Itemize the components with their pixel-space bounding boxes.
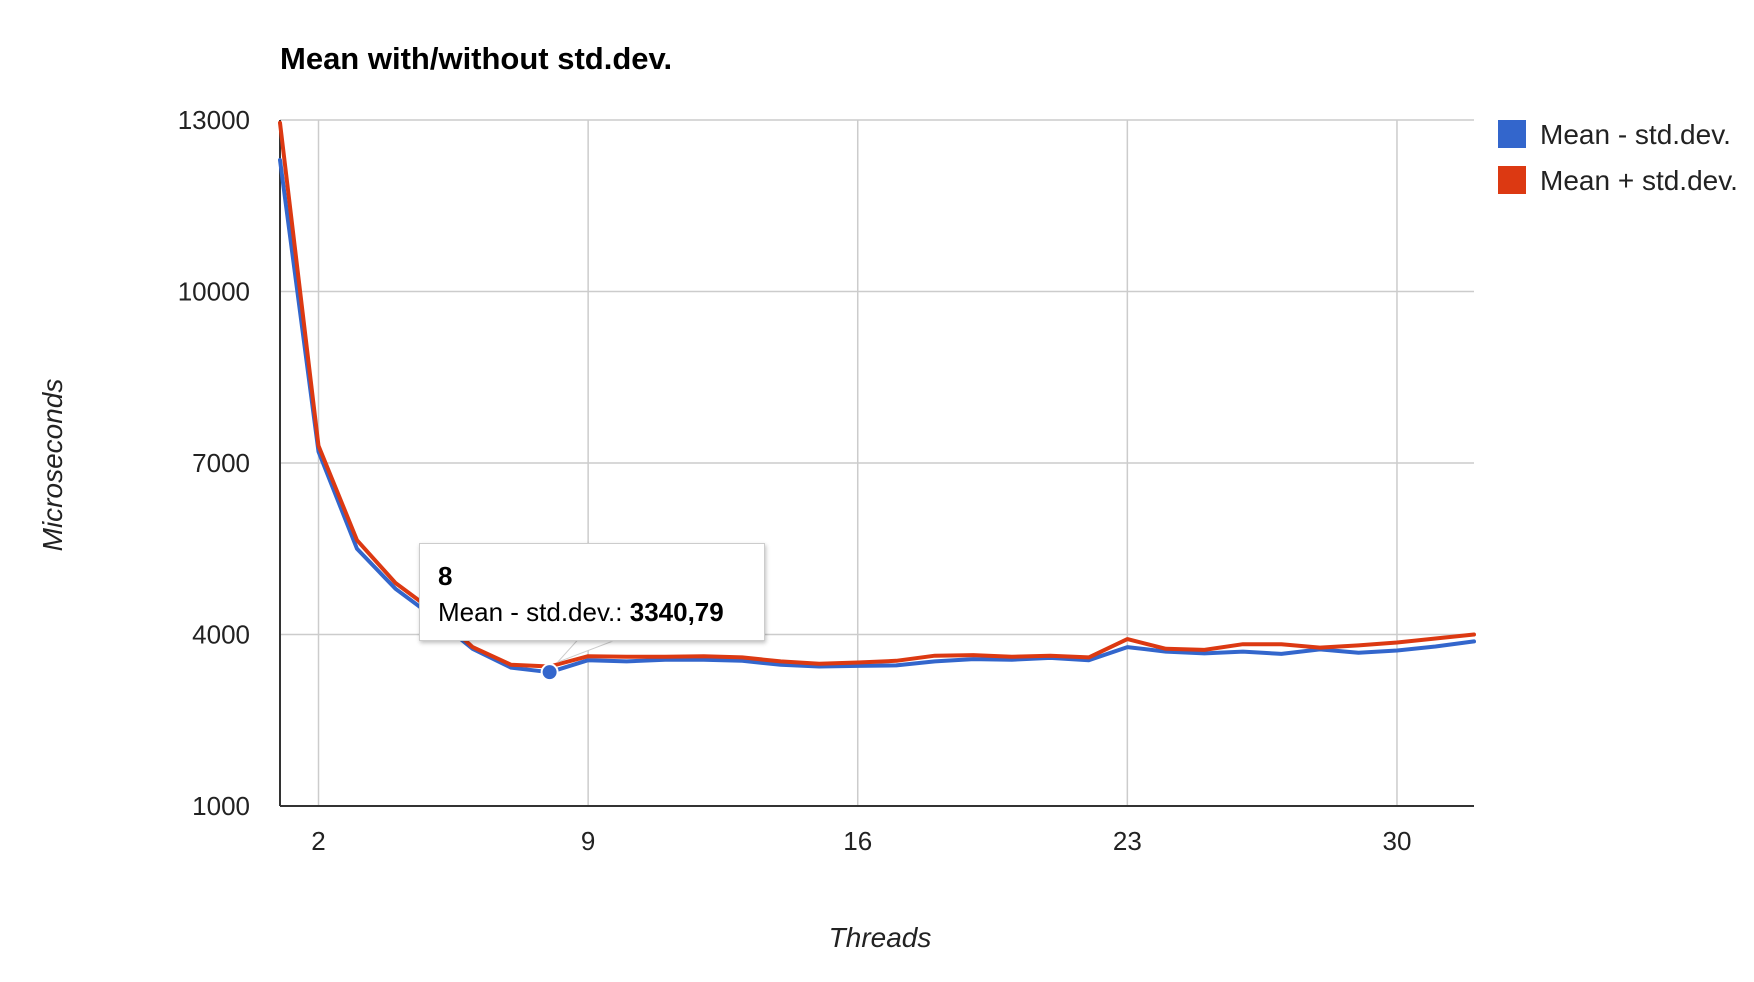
x-tick-label: 23 [1113, 826, 1142, 856]
x-tick-label: 9 [581, 826, 595, 856]
y-axis-ticks: 1000 4000 7000 10000 13000 [178, 105, 250, 821]
legend-swatch-1 [1498, 120, 1526, 148]
y-tick-label: 10000 [178, 277, 250, 307]
x-tick-label: 30 [1383, 826, 1412, 856]
y-tick-label: 13000 [178, 105, 250, 135]
y-tick-label: 4000 [192, 620, 250, 650]
axes [279, 120, 1474, 807]
series-line-2 [278, 120, 1476, 669]
y-tick-label: 7000 [192, 448, 250, 478]
tooltip-series-label: Mean - std.dev.: [438, 597, 623, 627]
tooltip: 8 Mean - std.dev.: 3340,79 [419, 543, 765, 641]
legend-label-2: Mean + std.dev. [1540, 165, 1738, 196]
grid-lines [280, 119, 1474, 806]
x-axis-ticks: 2 9 16 23 30 [311, 826, 1411, 856]
tooltip-x-label: 8 [438, 561, 453, 591]
x-tick-label: 16 [843, 826, 872, 856]
y-tick-label: 1000 [192, 791, 250, 821]
legend-label-1: Mean - std.dev. [1540, 119, 1731, 150]
x-tick-label: 2 [311, 826, 325, 856]
x-axis-title: Threads [829, 922, 932, 953]
legend-swatch-2 [1498, 166, 1526, 194]
tooltip-value: 3340,79 [629, 597, 724, 627]
series-layer [278, 120, 1476, 682]
y-axis-title: Microseconds [37, 379, 68, 552]
tooltip-value-row: Mean - std.dev.: 3340,79 [438, 594, 764, 630]
chart-title: Mean with/without std.dev. [280, 41, 672, 76]
highlighted-point [540, 663, 559, 682]
legend: Mean - std.dev. Mean + std.dev. [1498, 119, 1738, 196]
